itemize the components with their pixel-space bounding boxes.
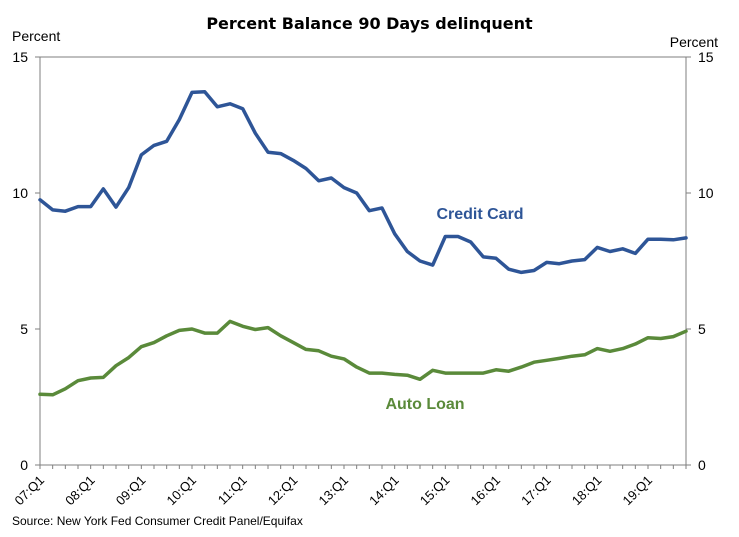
right-axis-unit-label: Percent [669,34,718,50]
chart-title: Percent Balance 90 Days delinquent [206,14,533,33]
y-tick-label-left: 0 [20,457,28,473]
x-tick-label: 07:Q1 [11,473,47,509]
x-tick-label: 10:Q1 [163,473,199,509]
y-tick-label-right: 15 [698,49,714,65]
x-tick-label: 19:Q1 [619,473,655,509]
x-tick-label: 12:Q1 [265,473,301,509]
plot-frame [39,56,687,466]
y-tick-label-right: 10 [698,185,714,201]
series-label-auto-loan: Auto Loan [385,396,464,413]
y-tick-label-right: 5 [698,321,706,337]
series-label-credit-card: Credit Card [436,206,523,223]
y-tick-label-left: 5 [20,321,28,337]
source-note: Source: New York Fed Consumer Credit Pan… [12,514,303,528]
x-tick-label: 13:Q1 [315,473,351,509]
x-tick-label: 09:Q1 [113,473,149,509]
x-tick-label: 14:Q1 [366,473,402,509]
y-tick-label-left: 10 [12,185,28,201]
x-tick-label: 17:Q1 [518,473,554,509]
x-tick-label: 16:Q1 [467,473,503,509]
x-tick-label: 15:Q1 [417,473,453,509]
x-tick-label: 11:Q1 [215,473,250,508]
y-tick-label-right: 0 [698,457,706,473]
series-line-credit-card [38,90,688,275]
x-tick-label: 08:Q1 [62,473,98,509]
left-axis-unit-label: Percent [12,28,61,44]
x-tick-label: 18:Q1 [569,473,605,509]
y-tick-label-left: 15 [12,49,28,65]
series-line-auto-loan [38,319,688,397]
